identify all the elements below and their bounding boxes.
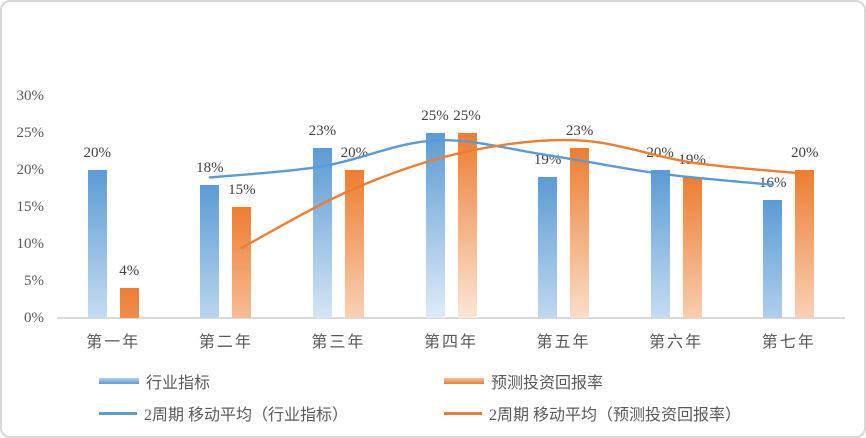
data-label-s0-c3: 25% xyxy=(421,108,449,124)
data-label-s1-c6: 20% xyxy=(790,145,819,161)
legend-label-roi-ma: 2周期 移动平均（预测投资回报率） xyxy=(489,407,742,424)
legend-line-swatch-blue xyxy=(99,411,137,415)
bar-s0-c3 xyxy=(425,133,445,318)
x-axis-category-label: 第六年 xyxy=(649,334,704,351)
bar-s1-c3 xyxy=(457,133,477,318)
x-axis-line xyxy=(57,317,845,319)
data-label-s1-c0: 4% xyxy=(119,263,140,280)
bar-s0-c2 xyxy=(312,147,332,318)
bar-s0-c5 xyxy=(650,170,670,318)
legend-label-industry: 行业指标 xyxy=(146,375,211,392)
bar-s1-c0 xyxy=(119,288,139,318)
x-axis-category-label: 第四年 xyxy=(423,334,478,351)
y-axis-tick-label: 15% xyxy=(16,199,45,215)
bar-s0-c4 xyxy=(538,177,558,318)
x-axis-category-label: 第五年 xyxy=(536,334,591,351)
bar-s1-c6 xyxy=(795,170,815,318)
y-axis-tick-label: 25% xyxy=(16,125,45,141)
x-axis-category-label: 第三年 xyxy=(311,334,366,351)
legend-item-industry-bars: 行业指标 xyxy=(99,371,211,392)
bar-s1-c5 xyxy=(682,177,702,318)
data-label-s1-c2: 20% xyxy=(340,145,369,161)
data-label-s1-c3: 25% xyxy=(453,108,481,124)
bar-s1-c1 xyxy=(232,207,252,318)
legend-line-swatch-orange xyxy=(444,411,482,415)
bar-s1-c2 xyxy=(344,170,364,318)
legend-bar-swatch-blue xyxy=(99,378,139,384)
x-axis-category-label: 第二年 xyxy=(198,334,253,351)
y-axis-tick-label: 10% xyxy=(16,236,45,252)
y-axis-tick-label: 0% xyxy=(24,310,44,326)
data-label-s0-c0: 20% xyxy=(83,145,112,161)
x-axis-category-label: 第一年 xyxy=(86,334,141,351)
legend-item-roi-bars: 预测投资回报率 xyxy=(444,371,604,392)
data-label-s0-c2: 23% xyxy=(308,122,337,139)
y-axis-tick-label: 20% xyxy=(16,162,45,178)
y-axis-tick-label: 5% xyxy=(24,273,44,289)
data-label-s1-c4: 23% xyxy=(565,122,594,139)
legend-label-industry-ma: 2周期 移动平均（行业指标） xyxy=(144,407,349,424)
bar-s0-c1 xyxy=(200,184,220,318)
bar-s0-c6 xyxy=(763,199,783,318)
legend-label-roi: 预测投资回报率 xyxy=(491,375,604,392)
y-axis-tick-label: 30% xyxy=(16,88,45,104)
legend-item-industry-trendline: 2周期 移动平均（行业指标） xyxy=(99,403,349,424)
data-label-s0-c1: 18% xyxy=(196,159,224,176)
legend-item-roi-trendline: 2周期 移动平均（预测投资回报率） xyxy=(444,403,742,424)
bar-s1-c4 xyxy=(570,147,590,318)
data-label-s1-c5: 19% xyxy=(678,152,706,169)
bar-s0-c0 xyxy=(87,170,107,318)
x-axis-category-label: 第七年 xyxy=(761,334,816,351)
data-label-s1-c1: 15% xyxy=(228,182,256,198)
legend-bar-swatch-orange xyxy=(444,378,484,384)
